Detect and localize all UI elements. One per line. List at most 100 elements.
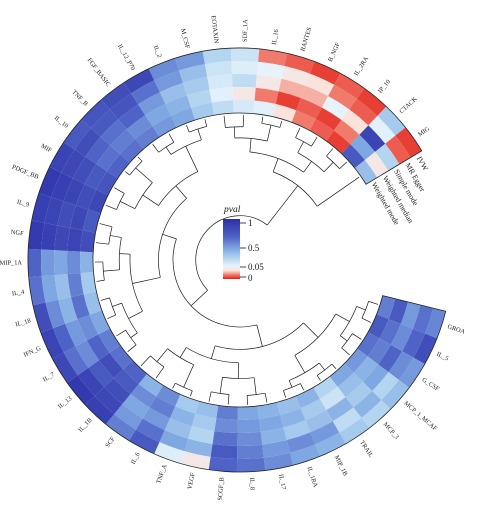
cytokine-label: IL_5 <box>435 351 449 363</box>
dendrogram-branch <box>295 355 305 372</box>
dendrogram-branch <box>326 149 332 157</box>
dendrogram-branch <box>300 384 303 391</box>
dendrogram-branch <box>114 188 124 194</box>
dendrogram-branch <box>262 117 263 123</box>
dendrogram-branch <box>250 138 251 152</box>
heatmap-cell <box>210 87 234 102</box>
dendrogram-branch <box>128 345 136 352</box>
dendrogram-branch <box>273 158 278 171</box>
cytokine-label: M_CSF <box>179 28 191 50</box>
heatmap-cell <box>232 74 257 88</box>
dendrogram-branch <box>186 125 189 132</box>
cytokine-label: IL_9 <box>16 199 30 209</box>
cytokine-label: IL_8 <box>248 478 256 491</box>
cytokine-label: MIF <box>39 143 53 155</box>
dendrogram-branch <box>265 393 267 402</box>
cytokine-label: SCGF_B <box>217 477 226 500</box>
cytokine-label: GROA <box>446 323 466 335</box>
dendrogram-branch <box>303 323 318 337</box>
cytokine-label: SCF <box>104 435 117 449</box>
dendrogram-branch <box>103 270 119 271</box>
heatmap-cell <box>231 48 259 62</box>
dendrogram-branch <box>157 349 168 362</box>
cytokine-label: IL_1B <box>77 417 94 434</box>
dendrogram-branch <box>180 348 186 358</box>
cytokine-label: IL_2 <box>152 45 163 59</box>
dendrogram-branch <box>209 392 211 402</box>
dendrogram-branch <box>133 277 161 283</box>
dendrogram-branch <box>198 129 202 140</box>
cytokine-label: FGF_BASIC <box>86 57 112 88</box>
dendrogram-branch <box>110 235 121 237</box>
cytokine-label: IL_1RA <box>305 466 318 489</box>
dendrogram-branch <box>129 311 143 318</box>
heatmap-cell <box>238 406 259 420</box>
cytokine-label: TNF_B <box>70 89 89 108</box>
dendrogram-branch <box>267 125 271 141</box>
dendrogram-branch <box>169 134 174 143</box>
cytokine-label: VEGF <box>186 472 197 490</box>
dendrogram-branch <box>317 177 359 206</box>
dendrogram-branch <box>340 336 347 341</box>
dendrogram-branch <box>190 391 192 396</box>
heatmap-cell <box>216 405 238 420</box>
dendrogram-branch <box>107 315 115 319</box>
dendrogram-branch <box>224 116 225 128</box>
cytokine-label: SDF_1A <box>242 19 250 42</box>
dendrogram-branch <box>136 168 153 183</box>
dendrogram-branch <box>332 364 336 369</box>
cytokine-label: EOTAXIN <box>210 15 220 44</box>
heatmap-cell <box>54 250 68 275</box>
dendrogram-branch <box>173 383 176 388</box>
cytokine-label: IL_13 <box>57 395 74 410</box>
cytokine-label: NGF <box>10 229 24 238</box>
dendrogram-branch <box>211 346 215 359</box>
legend-tick-label: 0.5 <box>248 243 260 253</box>
cytokine-label: RANTES <box>299 26 313 52</box>
dendrogram-branch <box>141 356 150 366</box>
dendrogram-branch <box>143 195 159 205</box>
legend-tick-label: 0 <box>248 273 253 283</box>
dendrogram-branch <box>138 157 142 161</box>
cytokine-label: IL_4 <box>12 289 26 298</box>
dendrogram-branch <box>153 144 159 152</box>
heatmap-cell <box>231 61 258 75</box>
dendrogram-branch <box>289 380 292 387</box>
dendrogram-branch <box>336 314 350 322</box>
heatmap-cell <box>237 432 262 446</box>
heatmap-cell <box>233 100 254 114</box>
dendrogram-branch <box>166 147 171 154</box>
dendrogram-branch <box>324 162 333 172</box>
dendrogram-branch <box>125 172 130 176</box>
cytokine-label: MIP_1B <box>333 454 349 477</box>
dendrogram-branch <box>191 290 208 306</box>
dendrogram-branch <box>267 186 298 225</box>
cytokine-label: IL_7 <box>42 371 57 384</box>
heatmap-cell <box>212 431 237 446</box>
dendrogram-branch <box>220 377 222 393</box>
cytokine-label: IL_10 <box>53 115 70 130</box>
dendrogram-branch <box>112 303 121 306</box>
cytokine-label: IL_2RA <box>353 55 370 77</box>
heatmap-cell <box>214 418 237 433</box>
cytokine-label: IL_6 <box>130 451 142 465</box>
cytokine-label: IL_17 <box>277 474 287 491</box>
heatmap-cell <box>41 250 55 277</box>
dendrogram-branch <box>96 243 109 245</box>
cytokine-label: PDGF_BB <box>11 164 40 181</box>
dendrogram-branch <box>184 365 194 388</box>
dendrogram-branch <box>317 375 320 380</box>
dendrogram-branch <box>362 318 371 322</box>
dendrogram-branch <box>205 119 207 126</box>
dendrogram-branch <box>116 330 125 336</box>
dendrogram-branch <box>97 280 105 281</box>
cytokine-label: IFN_G <box>23 345 43 359</box>
cytokine-label: TNF_A <box>155 463 169 484</box>
legend-tick-label: 0.05 <box>248 262 264 272</box>
heatmap-cell <box>28 249 42 277</box>
cytokine-label: CTACK <box>398 95 419 115</box>
cytokine-label: MCP_1_MCAF <box>403 400 439 433</box>
dendrogram-branch <box>100 224 112 227</box>
